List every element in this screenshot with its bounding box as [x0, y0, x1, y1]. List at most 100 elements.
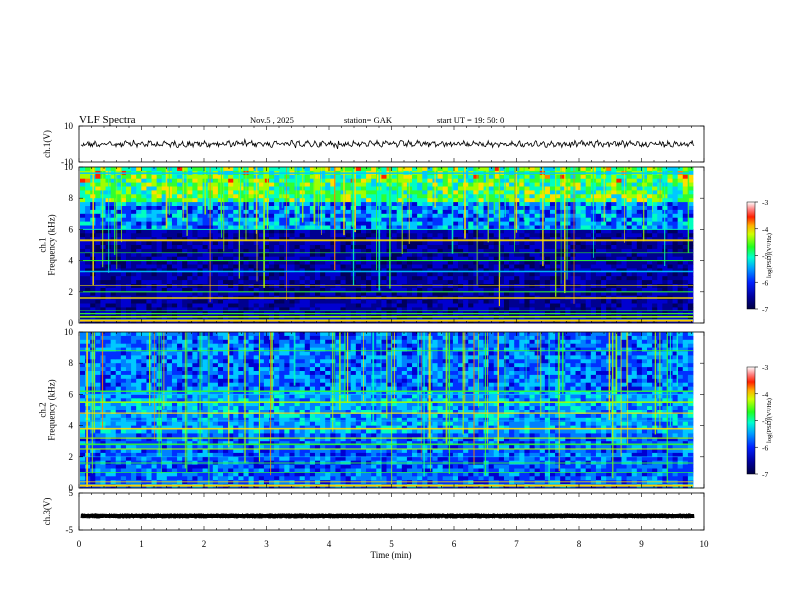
spectrogram-cell	[616, 213, 622, 219]
spectrogram-cell	[427, 248, 433, 254]
spectrogram-cell	[340, 287, 347, 293]
spectrogram-cell	[396, 194, 403, 199]
spectrogram-cell	[187, 233, 193, 238]
spectrogram-cell	[131, 202, 137, 207]
spectrogram-cell	[110, 229, 117, 234]
spectrogram-cell	[682, 287, 689, 293]
spectrogram-cell	[299, 264, 306, 269]
spectrogram-cell	[309, 248, 316, 254]
spectrogram-cell	[279, 217, 285, 222]
spectrogram-cell	[488, 276, 495, 281]
spectrogram-cell	[595, 284, 602, 289]
spectrogram-cell	[565, 299, 571, 304]
spectrogram-cell	[161, 190, 168, 195]
spectrogram-cell	[503, 237, 510, 242]
spectrogram-cell	[187, 252, 193, 258]
spectrogram-cell	[258, 174, 265, 180]
spectrogram-cell	[197, 245, 203, 250]
spectrogram-cell	[381, 268, 387, 273]
spectrogram-cell	[284, 260, 290, 265]
spectrogram-cell	[534, 167, 541, 172]
spectrogram-cell	[304, 186, 311, 191]
spectrogram-cell	[585, 241, 592, 246]
spectrogram-cell	[156, 303, 163, 308]
spectrogram-cell	[478, 248, 484, 254]
spectrogram-cell	[212, 287, 219, 293]
spectrogram-cell	[371, 202, 377, 207]
station-label: station= GAK	[344, 115, 393, 125]
spectrogram-cell	[524, 202, 530, 207]
spectrogram-cell	[161, 194, 168, 199]
spectrogram-cell	[549, 272, 556, 277]
spectrogram-cell	[401, 237, 408, 242]
spectrogram-cell	[120, 237, 127, 242]
spectrogram-cell	[442, 190, 449, 195]
spectrogram-cell	[555, 178, 561, 183]
spectrogram-cell	[544, 209, 551, 215]
spectrogram-cell	[437, 233, 444, 238]
spectrogram-cell	[631, 225, 638, 230]
spectrogram-cell	[360, 303, 367, 308]
spectrogram-cell	[641, 198, 648, 203]
spectrogram-cell	[366, 186, 372, 191]
spectrogram-cell	[95, 245, 101, 250]
spectrogram-cell	[478, 303, 484, 308]
spectrogram-cell	[284, 256, 290, 261]
spectrogram-cell	[212, 276, 219, 281]
spectrogram-cell	[386, 307, 393, 312]
spectrogram-cell	[682, 260, 689, 265]
spectrogram-cell	[580, 194, 587, 199]
spectrogram-cell	[555, 307, 561, 312]
spectrogram-cell	[432, 233, 438, 238]
spectrogram-cell	[682, 198, 689, 203]
spectrogram-cell	[432, 260, 438, 265]
spectrogram-cell	[570, 287, 576, 293]
spectrogram-cell	[335, 194, 341, 199]
spectrogram-cell	[258, 272, 265, 277]
spectrogram-cell	[458, 260, 464, 265]
spectrogram-cell	[151, 182, 158, 187]
spectrogram-cell	[330, 276, 336, 281]
spectrogram-cell	[294, 209, 301, 215]
spectrogram-cell	[606, 194, 612, 199]
spectrogram-cell	[391, 241, 398, 246]
spectrogram-cell	[422, 194, 428, 199]
spectrogram-cell	[258, 190, 265, 195]
spectrogram-cell	[534, 194, 541, 199]
spectrogram-cell	[519, 241, 525, 246]
spectrogram-cell	[621, 260, 627, 265]
spectrogram-cell	[274, 237, 280, 242]
spectrogram-cell	[549, 186, 556, 191]
spectrogram-cell	[125, 178, 132, 183]
spectrogram-cell	[549, 268, 556, 273]
spectrogram-cell	[652, 182, 658, 187]
spectrogram-cell	[468, 245, 474, 250]
spectrogram-cell	[417, 167, 423, 172]
spectrogram-cell	[641, 272, 648, 277]
spectrogram-cell	[299, 256, 306, 261]
spectrogram-cell	[125, 307, 132, 312]
spectrogram-cell	[248, 280, 255, 285]
spectrogram-cell	[442, 229, 449, 234]
spectrogram-cell	[314, 241, 321, 246]
spectrogram-cell	[212, 245, 219, 250]
spectrogram-cell	[585, 190, 592, 195]
spectrogram-cell	[667, 303, 673, 308]
spectrogram-cell	[314, 268, 321, 273]
spectrogram-cell	[524, 276, 530, 281]
spectrogram-cell	[575, 260, 582, 265]
spectrogram-cell	[166, 248, 173, 254]
spectrogram-cell	[274, 202, 280, 207]
spectrogram-cell	[258, 299, 265, 304]
spectrogram-cell	[514, 248, 520, 254]
spectrogram-cell	[524, 217, 530, 222]
spectrogram-cell	[284, 272, 290, 277]
spectrogram-cell	[677, 307, 684, 312]
spectrogram-cell	[125, 303, 132, 308]
spectrogram-cell	[458, 299, 464, 304]
spectrogram-cell	[110, 174, 117, 180]
spectrogram-cell	[325, 206, 331, 211]
spectrogram-cell	[621, 252, 627, 258]
spectrogram-cell	[151, 167, 158, 172]
spectrogram-cell	[555, 248, 561, 254]
